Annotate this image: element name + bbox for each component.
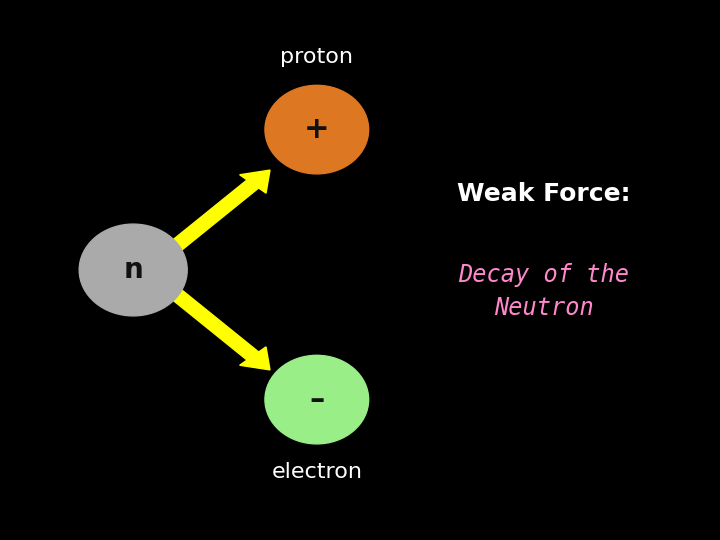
Text: Weak Force:: Weak Force: <box>457 183 630 206</box>
FancyArrow shape <box>171 170 270 249</box>
Text: –: – <box>309 385 325 414</box>
FancyArrow shape <box>171 291 270 370</box>
Text: Decay of the
Neutron: Decay of the Neutron <box>458 263 629 320</box>
Ellipse shape <box>265 355 369 444</box>
Ellipse shape <box>265 85 369 174</box>
Text: n: n <box>123 256 143 284</box>
Text: proton: proton <box>280 46 354 67</box>
Text: +: + <box>304 115 330 144</box>
Ellipse shape <box>79 224 187 316</box>
Text: electron: electron <box>271 462 362 483</box>
